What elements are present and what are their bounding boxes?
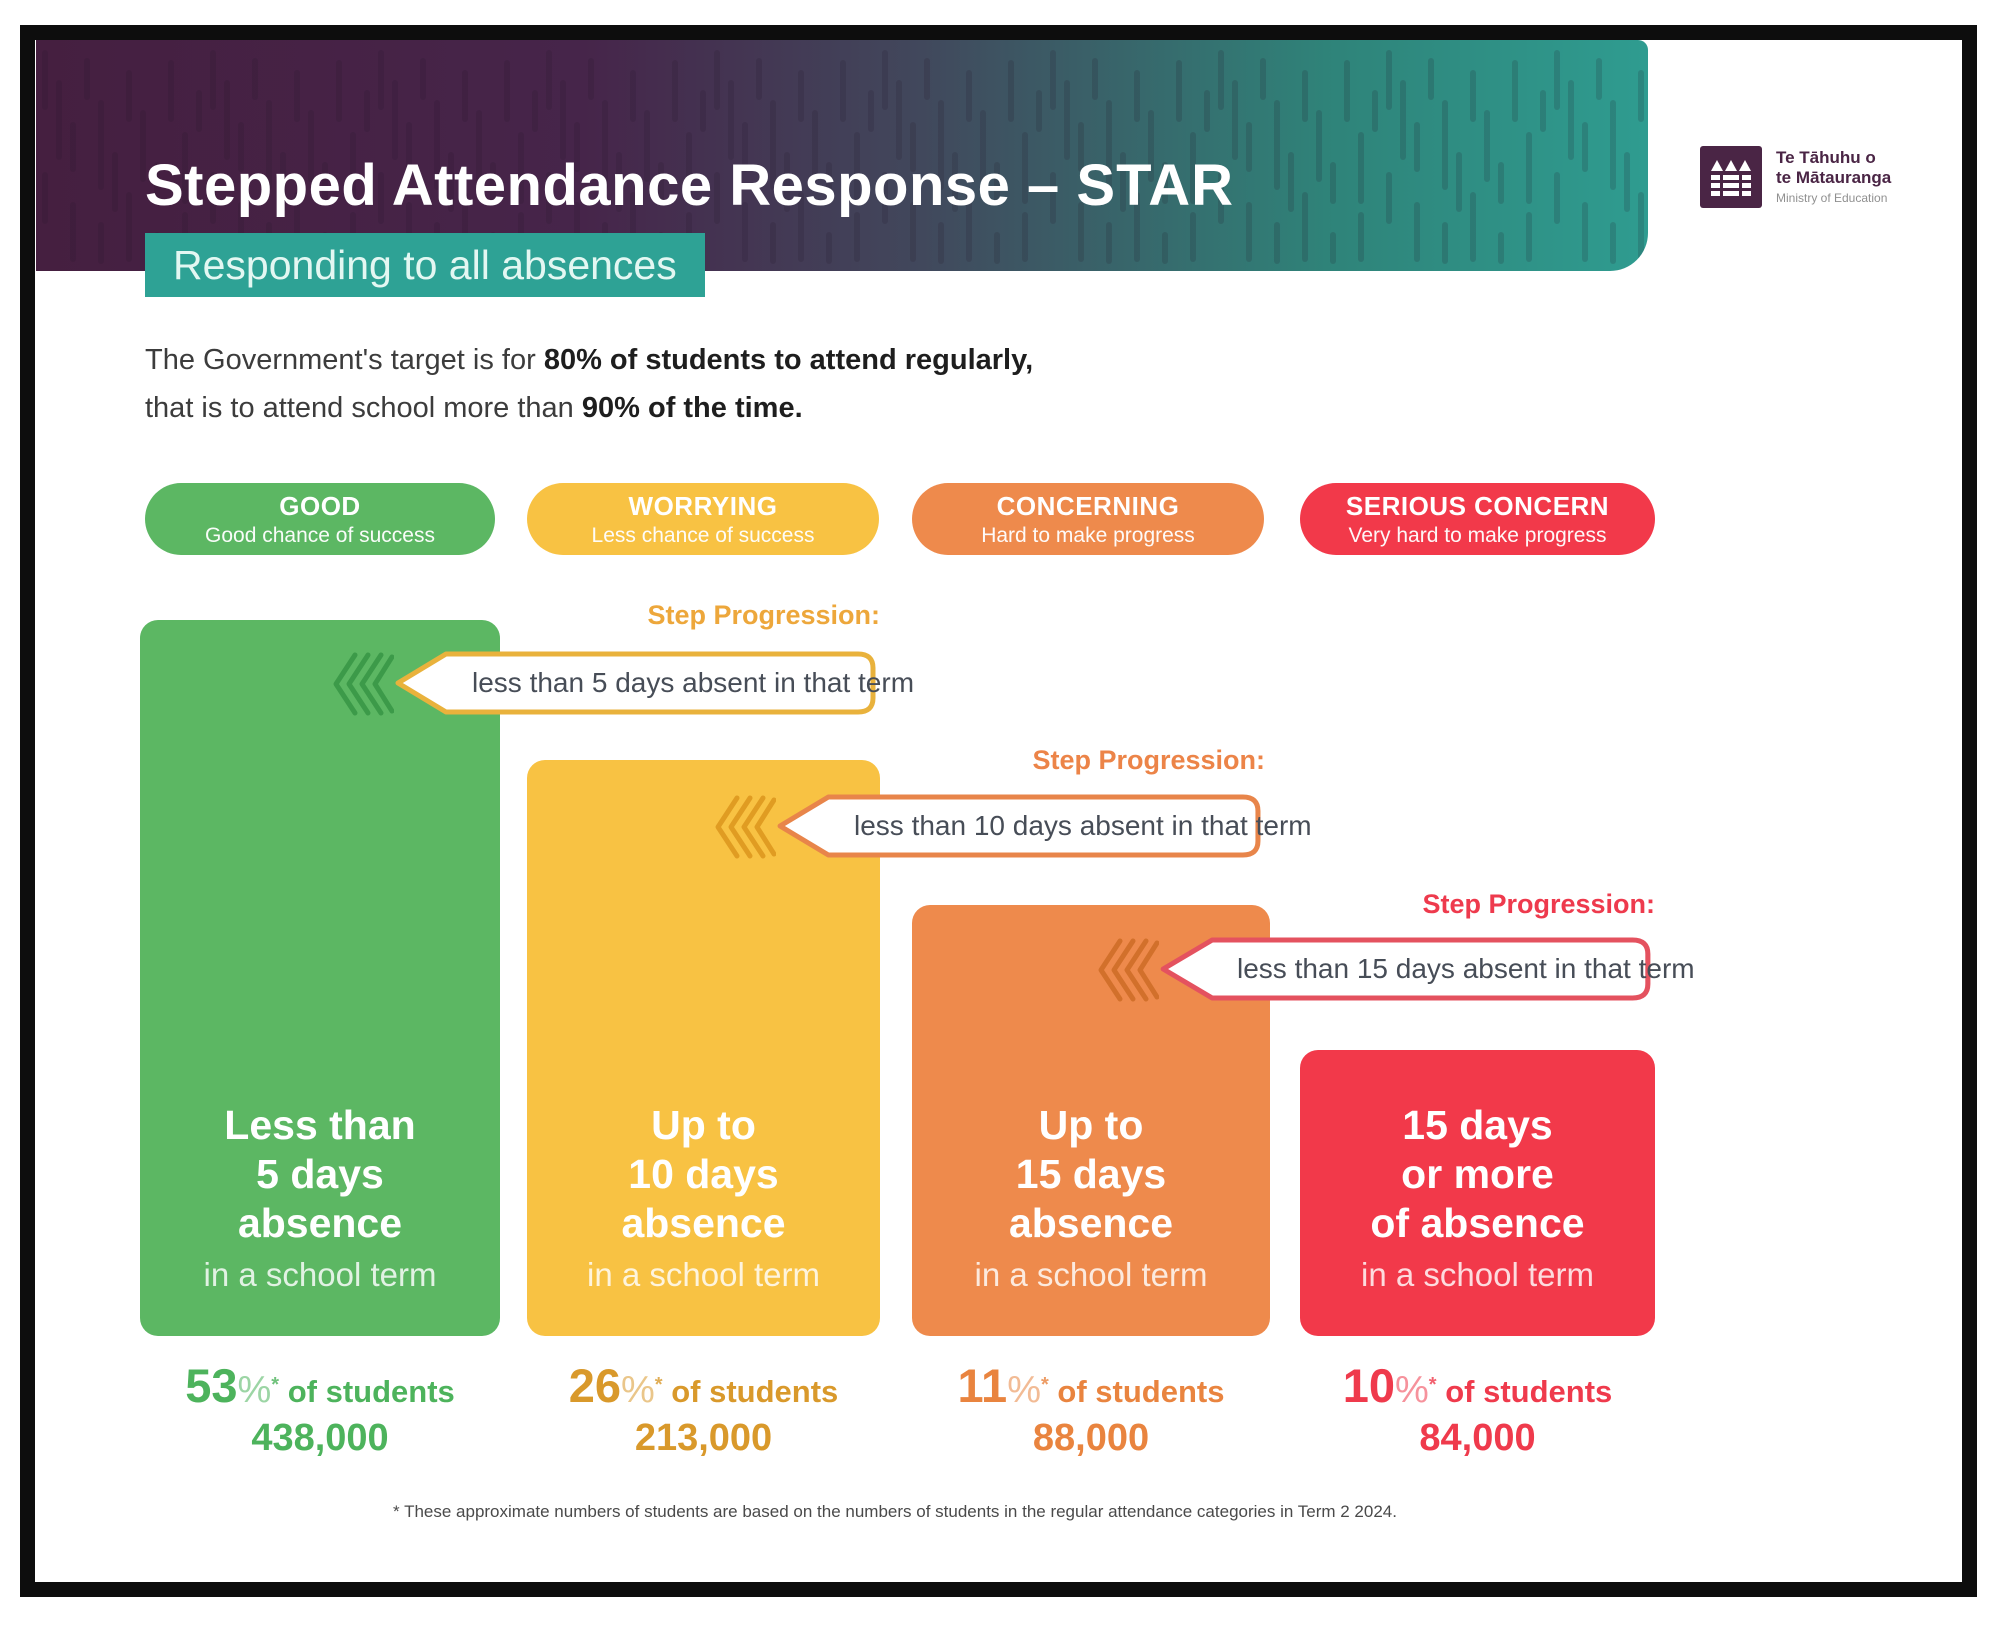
stat-of-students: of students [662,1374,839,1409]
column-serious-concern: 15 days or more of absence in a school t… [1300,1050,1655,1336]
callout-shape [395,651,876,715]
step-chevrons-icon [333,652,394,716]
stat-count: 88,000 [1032,1417,1150,1459]
header-band [36,40,1648,271]
step-progression-text: less than 5 days absent in that term [472,667,915,698]
intro-line1: The Government's target is for 80% of st… [145,344,1034,376]
step-chevrons-icon [715,795,776,859]
step-chevrons-icon [1098,938,1159,1002]
step-progression-label-1: Step Progression: [647,600,880,630]
stat-of-students: of students [1048,1374,1225,1409]
page-title-text: Stepped Attendance Response – [145,153,1077,218]
subtitle-banner: Responding to all absences [145,233,705,297]
step-progression-callout-2: less than 10 days absent in that term [770,790,1312,862]
footnote: * These approximate numbers of students … [393,1502,1397,1521]
category-label: WORRYING [628,490,778,521]
stat-of-students: of students [1436,1374,1613,1409]
column-worrying: Up to 10 days absence in a school term [527,760,880,1336]
column-text: Up to 15 days absence in a school term [974,1102,1208,1293]
ministry-logo: Te Tāhuhu o te Mātauranga Ministry of Ed… [1700,146,1891,208]
stat-percent: 11 [957,1359,1008,1412]
step-progression-label-2: Step Progression: [1032,745,1265,775]
callout-shape [777,794,1261,858]
ministry-name-line1: Te Tāhuhu o [1776,148,1876,167]
category-description: Hard to make progress [981,523,1195,547]
column-text: Up to 10 days absence in a school term [587,1102,820,1293]
column-text: Less than 5 days absence in a school ter… [203,1102,437,1293]
page-title: Stepped Attendance Response – STAR [145,152,1234,219]
stat-serious-concern: 10%* of students 84,000 [1300,1358,1655,1460]
stat-percent: 26 [568,1359,621,1412]
step-progression-callout-1: less than 5 days absent in that term [388,647,915,719]
band-texture-pattern [36,40,1648,271]
stat-percent: 53 [185,1359,238,1412]
stat-percent: 10 [1342,1359,1395,1412]
category-label: SERIOUS CONCERN [1345,490,1610,521]
column-good: Less than 5 days absence in a school ter… [140,620,500,1336]
step-progression-label-3: Step Progression: [1422,889,1655,919]
category-description: Good chance of success [205,523,435,547]
category-pill-serious-concern: SERIOUS CONCERN Very hard to make progre… [1300,483,1655,555]
intro-line2: that is to attend school more than 90% o… [145,392,803,424]
stat-concerning: 11%* of students 88,000 [912,1358,1270,1460]
ministry-name-line2: te Mātauranga [1776,168,1892,187]
stat-of-students: of students [279,1374,455,1409]
column-text: 15 days or more of absence in a school t… [1361,1102,1594,1293]
category-description: Less chance of success [591,523,815,547]
ministry-name-english: Ministry of Education [1776,191,1888,205]
ministry-logo-icon [1700,146,1762,208]
ministry-logo-text: Te Tāhuhu o te Mātauranga Ministry of Ed… [1776,146,1891,205]
stat-count: 84,000 [1419,1417,1536,1459]
category-pill-concerning: CONCERNING Hard to make progress [912,483,1264,555]
page-title-emphasis: STAR [1076,153,1234,218]
stat-worrying: 26%* of students 213,000 [527,1358,880,1460]
callout-shape [1160,937,1651,1001]
category-pill-worrying: WORRYING Less chance of success [527,483,879,555]
stat-count: 438,000 [251,1417,389,1459]
category-description: Very hard to make progress [1348,523,1607,547]
subtitle-text: Responding to all absences [173,241,677,288]
poster-frame [20,25,1977,1597]
stat-good: 53%* of students 438,000 [140,1358,500,1460]
category-label: CONCERNING [996,490,1180,521]
step-progression-callout-3: less than 15 days absent in that term [1153,933,1695,1005]
intro-paragraph: The Government's target is for 80% of st… [145,336,1033,432]
step-progression-text: less than 15 days absent in that term [1237,953,1695,984]
category-label: GOOD [279,490,361,521]
stat-count: 213,000 [634,1417,773,1459]
step-progression-text: less than 10 days absent in that term [854,810,1312,841]
category-pill-good: GOOD Good chance of success [145,483,495,555]
